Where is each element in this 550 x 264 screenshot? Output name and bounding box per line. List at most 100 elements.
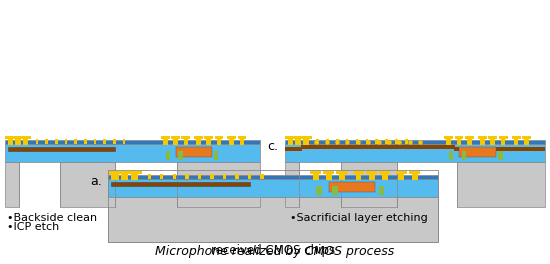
Bar — [178, 151, 183, 160]
Bar — [261, 174, 264, 179]
Bar — [238, 136, 246, 139]
Bar — [405, 139, 408, 144]
Bar — [456, 136, 461, 145]
Text: •ICP etch: •ICP etch — [7, 222, 59, 232]
Bar — [184, 136, 188, 145]
Bar — [55, 139, 58, 144]
Bar — [522, 136, 531, 139]
Bar — [121, 171, 129, 180]
Bar — [285, 144, 545, 162]
Bar — [108, 179, 438, 197]
Text: •Sacrificial layer etching: •Sacrificial layer etching — [290, 213, 428, 223]
Bar — [312, 171, 318, 180]
Bar — [235, 174, 239, 179]
Bar — [5, 144, 260, 162]
Bar — [65, 139, 67, 144]
Bar — [196, 136, 201, 145]
Bar — [147, 174, 151, 179]
Bar — [45, 139, 48, 144]
Bar — [366, 139, 368, 144]
Bar — [223, 174, 226, 179]
Bar — [198, 174, 201, 179]
Bar — [227, 136, 236, 139]
Bar — [467, 136, 472, 145]
Bar — [20, 136, 31, 139]
Bar — [23, 136, 29, 145]
Bar — [8, 147, 114, 151]
Bar — [444, 136, 453, 139]
Bar — [293, 136, 304, 139]
Bar — [36, 139, 38, 144]
Bar — [217, 136, 221, 145]
Bar — [113, 139, 116, 144]
Bar — [366, 171, 377, 174]
Bar — [301, 145, 455, 149]
Bar — [456, 162, 545, 207]
Bar — [462, 151, 466, 160]
Bar — [111, 171, 119, 180]
Bar — [94, 139, 96, 144]
Bar — [376, 139, 378, 144]
Bar — [173, 174, 176, 179]
Bar — [128, 171, 142, 174]
Bar — [337, 171, 348, 174]
Text: •Backside clean: •Backside clean — [7, 213, 97, 223]
Bar — [303, 136, 309, 145]
Bar — [163, 136, 168, 145]
Bar — [288, 136, 293, 145]
Text: Microphone realized by CMOS process: Microphone realized by CMOS process — [155, 245, 395, 258]
Bar — [524, 136, 529, 145]
Bar — [60, 162, 114, 207]
Bar — [214, 151, 218, 160]
Bar — [108, 175, 438, 179]
Bar — [84, 139, 86, 144]
Bar — [108, 170, 438, 242]
Bar — [214, 136, 223, 139]
Text: a.: a. — [90, 175, 102, 188]
Bar — [285, 136, 296, 139]
Bar — [480, 136, 485, 145]
Bar — [353, 171, 364, 174]
Bar — [13, 136, 23, 139]
Bar — [332, 186, 338, 195]
Bar — [177, 162, 260, 207]
Bar — [301, 136, 311, 139]
Bar — [465, 136, 474, 139]
Bar — [8, 136, 13, 145]
Bar — [229, 136, 234, 145]
Bar — [285, 162, 299, 207]
Bar — [5, 136, 16, 139]
Bar — [176, 147, 212, 157]
Bar — [111, 182, 250, 186]
Bar — [512, 136, 520, 139]
Bar — [396, 171, 407, 174]
Bar — [329, 182, 375, 192]
Bar — [499, 136, 508, 139]
Bar — [386, 139, 388, 144]
Bar — [185, 174, 189, 179]
Bar — [454, 136, 463, 139]
Bar — [323, 171, 334, 174]
Bar — [491, 136, 495, 145]
Bar — [398, 171, 404, 180]
Bar — [316, 139, 319, 144]
Bar — [395, 139, 398, 144]
Bar — [108, 171, 122, 174]
Bar — [74, 139, 77, 144]
Bar — [454, 147, 545, 151]
Bar — [206, 136, 211, 145]
Bar — [409, 171, 420, 174]
Bar — [285, 140, 545, 144]
Bar — [449, 151, 453, 160]
Bar — [378, 186, 384, 195]
Bar — [336, 139, 339, 144]
Bar — [103, 139, 106, 144]
Bar — [326, 139, 329, 144]
Bar — [108, 197, 438, 242]
Bar — [182, 136, 190, 139]
Bar — [339, 171, 345, 180]
Bar — [5, 162, 19, 207]
Text: received CMOS chips: received CMOS chips — [211, 244, 335, 257]
Bar — [131, 171, 139, 180]
Bar — [160, 174, 163, 179]
